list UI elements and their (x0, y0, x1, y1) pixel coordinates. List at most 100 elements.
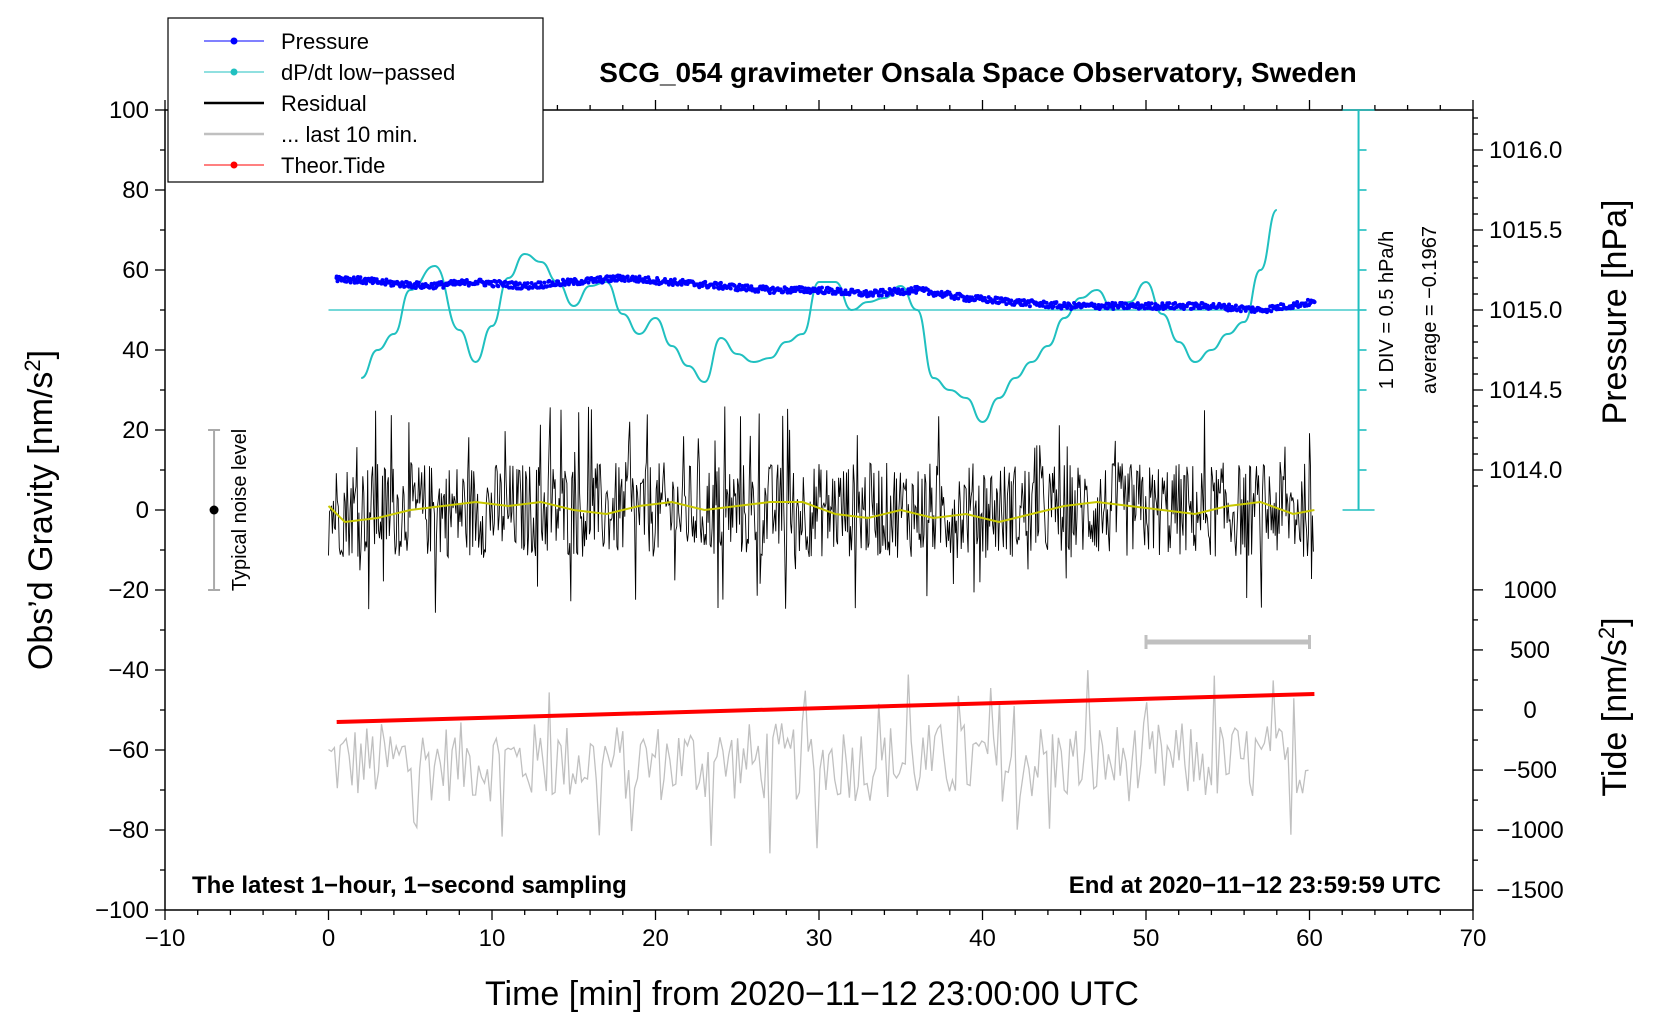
series-last-10-min (328, 670, 1309, 854)
pressure-sample (374, 277, 379, 282)
x-tick-label: 50 (1133, 925, 1160, 952)
pressure-sample (728, 286, 733, 291)
pressure-sample (542, 280, 547, 285)
y-tick-label: 80 (122, 177, 149, 204)
legend-label: Pressure (281, 29, 369, 54)
legend: Pressure dP/dt low−passed Residual ... last… (167, 17, 544, 183)
pressure-sample (1295, 300, 1300, 305)
pressure-sample (348, 280, 353, 285)
y-axis-tide: 1000 500 0 −500 −1000 −1500 (1473, 577, 1564, 904)
pressure-sample (1044, 300, 1049, 305)
pressure-tick-label: 1016.0 (1489, 137, 1562, 164)
pressure-sample (1205, 303, 1210, 308)
pressure-sample (756, 289, 761, 294)
pressure-sample (545, 284, 550, 289)
pressure-sample (1290, 306, 1295, 311)
annotation-sampling: The latest 1−hour, 1−second sampling (192, 872, 627, 899)
pressure-sample (1065, 305, 1070, 310)
pressure-sample (718, 280, 723, 285)
pressure-sample (858, 290, 863, 295)
y-axis-gravity: 100 80 60 40 20 0 −20 −40 −60 −80 −100 (95, 97, 165, 924)
pressure-sample (525, 281, 530, 286)
y-axis-title-tide: Tide [nm/s2] (1594, 617, 1634, 796)
pressure-sample (501, 283, 506, 288)
pressure-sample (956, 296, 961, 301)
pressure-sample (876, 293, 881, 298)
pressure-sample (700, 284, 705, 289)
y-tick-label: −80 (108, 817, 149, 844)
legend-marker (230, 37, 238, 45)
legend-box (167, 17, 544, 183)
x-tick-label: 60 (1296, 925, 1323, 952)
pressure-sample (565, 277, 570, 282)
x-tick-label: −10 (145, 925, 186, 952)
pressure-sample (605, 274, 610, 279)
pressure-sample (625, 274, 630, 279)
tide-tick-label: 1000 (1503, 577, 1556, 604)
legend-marker (230, 68, 238, 76)
pressure-sample (586, 280, 591, 285)
legend-label: Theor.Tide (281, 153, 385, 178)
pressure-sample (1167, 301, 1172, 306)
pressure-sample (995, 296, 1000, 301)
legend-label: Residual (281, 91, 367, 116)
y-tick-label: −40 (108, 657, 149, 684)
y-axis-title-gravity-close: ] (22, 350, 60, 359)
decor-layer (208, 109, 1375, 649)
pressure-sample (890, 292, 895, 297)
pressure-sample (672, 277, 677, 282)
pressure-sample (416, 280, 421, 285)
series-theor-tide (336, 692, 1315, 724)
y-tick-label: 20 (122, 417, 149, 444)
pressure-sample (571, 282, 576, 287)
pressure-tick-label: 1014.0 (1489, 457, 1562, 484)
y-tick-label: 100 (109, 97, 149, 124)
annotation-end-time: End at 2020−11−12 23:59:59 UTC (1069, 872, 1441, 899)
pressure-sample (886, 291, 891, 296)
annotation-average: average = −0.1967 (1419, 226, 1441, 394)
pressure-sample (1122, 306, 1127, 311)
legend-marker (230, 161, 238, 169)
annotation-div: 1 DIV = 0.5 hPa/h (1376, 231, 1398, 389)
pressure-sample (867, 293, 872, 298)
pressure-sample (703, 279, 708, 284)
pressure-sample (1149, 301, 1154, 306)
y-axis-title-tide-main: Tide [nm/s (1596, 639, 1634, 796)
pressure-sample (1269, 309, 1274, 314)
pressure-tick-label: 1014.5 (1489, 377, 1562, 404)
series-residual-smoothed (327, 500, 1315, 524)
tide-tick-label: −1500 (1496, 877, 1563, 904)
pressure-sample (961, 294, 966, 299)
x-tick-label: 40 (969, 925, 996, 952)
pressure-sample (1233, 303, 1238, 308)
pressure-sample (401, 281, 406, 286)
legend-label: ... last 10 min. (281, 122, 418, 147)
y-axis-title-gravity: Obs’d Gravity [nm/s2] (20, 350, 60, 670)
pressure-sample (1222, 302, 1227, 307)
y-axis-title-gravity-main: Obs’d Gravity [nm/s (22, 372, 60, 671)
noise-bar-center (209, 505, 219, 515)
pressure-sample (358, 275, 363, 280)
pressure-sample (670, 283, 675, 288)
series-dpdt (360, 209, 1278, 424)
pressure-sample (1054, 300, 1059, 305)
y-tick-label: −60 (108, 737, 149, 764)
pressure-sample (1092, 302, 1097, 307)
tide-tick-label: −500 (1503, 757, 1557, 784)
pressure-sample (517, 281, 522, 286)
pressure-sample (1022, 298, 1027, 303)
legend-items: Pressure dP/dt low−passed Residual ... last… (204, 29, 455, 178)
pressure-sample (1227, 302, 1232, 307)
pressure-sample (1146, 301, 1151, 306)
pressure-sample (622, 278, 627, 283)
pressure-tick-label: 1015.5 (1489, 217, 1562, 244)
x-tick-label: 0 (322, 925, 335, 952)
pressure-sample (1120, 301, 1125, 306)
pressure-sample (843, 288, 848, 293)
pressure-sample (770, 285, 775, 290)
x-axis-title: Time [min] from 2020−11−12 23:00:00 UTC (485, 975, 1139, 1013)
pressure-sample (716, 286, 721, 291)
pressure-sample (803, 286, 808, 291)
pressure-sample (1111, 306, 1116, 311)
pressure-tick-label: 1015.0 (1489, 297, 1562, 324)
